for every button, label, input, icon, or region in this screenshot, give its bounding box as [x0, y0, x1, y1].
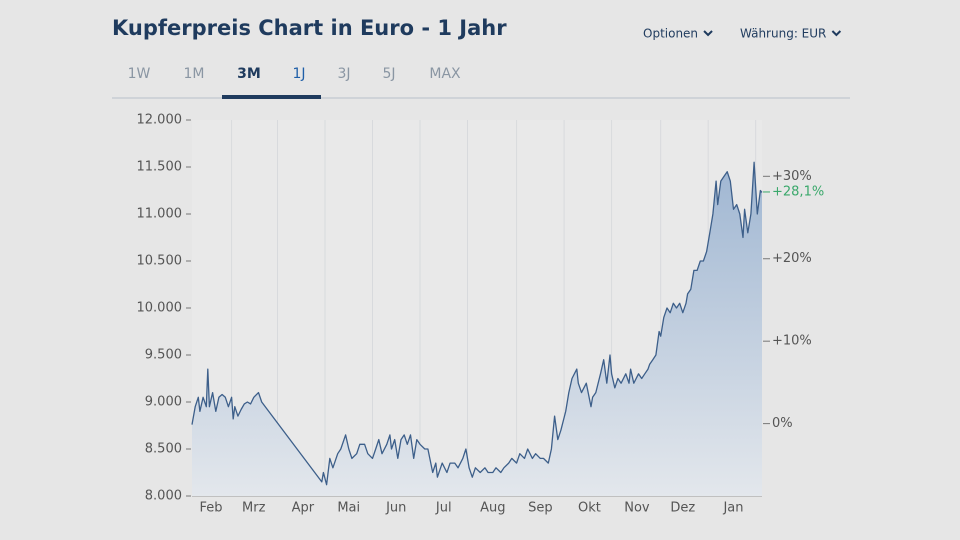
y-tick-label: 8.500: [145, 442, 182, 457]
y-tick-label: 11.500: [137, 160, 183, 175]
x-tick-label: Sep: [528, 501, 553, 516]
x-tick-label: Mrz: [242, 501, 266, 516]
tab[interactable]: 5J: [382, 66, 395, 82]
y-tick-label: 10.000: [137, 301, 183, 316]
x-tick-label: Jul: [435, 501, 452, 516]
x-tick-label: Nov: [624, 501, 650, 516]
x-tick-label: Mai: [337, 501, 360, 516]
x-tick-label: Jan: [722, 501, 743, 516]
y2-tick-label: 0%: [772, 416, 793, 431]
tab[interactable]: 3M: [237, 66, 261, 82]
chevron-icon: [831, 30, 842, 37]
tab[interactable]: 1J: [292, 66, 305, 82]
area-fill: [192, 162, 762, 497]
tab[interactable]: 3J: [337, 66, 350, 82]
price-line: [191, 161, 763, 486]
x-tick-label: Aug: [480, 501, 505, 516]
x-tick-label: Okt: [578, 501, 601, 516]
current-change-label: +28,1%: [772, 184, 824, 199]
menu-dropdown[interactable]: Optionen: [643, 27, 698, 41]
menu-dropdown[interactable]: Währung: EUR: [740, 27, 826, 41]
x-tick-label: Jun: [385, 501, 406, 516]
y2-tick-label: +10%: [772, 334, 812, 349]
y-tick-label: 9.000: [145, 395, 182, 410]
chart-title: Kupferpreis Chart in Euro - 1 Jahr: [112, 16, 507, 40]
x-tick-label: Feb: [199, 501, 222, 516]
y-tick-label: 9.500: [145, 348, 182, 363]
y-tick-label: 11.000: [137, 207, 183, 222]
y2-tick-label: +30%: [772, 169, 812, 184]
y-tick-label: 10.500: [137, 254, 183, 269]
tab-underline: [222, 95, 321, 99]
y-tick-label: 8.000: [145, 489, 182, 504]
y-tick-label: 12.000: [137, 113, 183, 128]
y2-tick-label: +20%: [772, 251, 812, 266]
tab[interactable]: MAX: [429, 66, 461, 82]
x-tick-label: Apr: [292, 501, 315, 516]
tab[interactable]: 1W: [128, 66, 151, 82]
chevron-icon: [703, 30, 713, 37]
tab[interactable]: 1M: [184, 66, 205, 82]
x-tick-label: Dez: [670, 501, 695, 516]
